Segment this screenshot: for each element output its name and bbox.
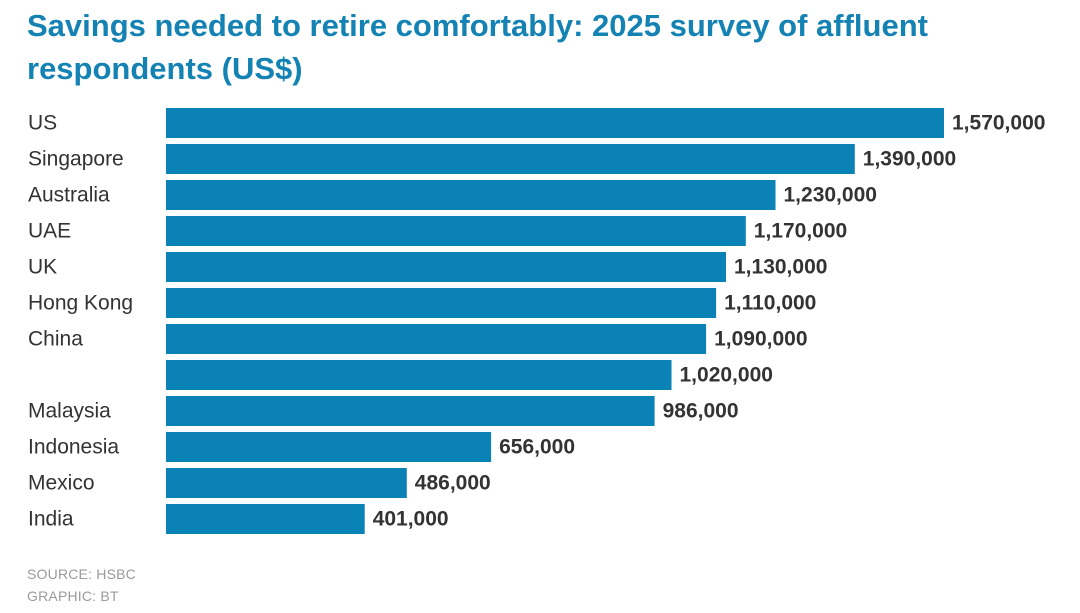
value-label: 1,570,000 [952,112,1045,135]
category-label: UK [28,256,57,279]
bar [166,252,726,282]
category-label: Indonesia [28,436,119,459]
bar [166,396,655,426]
value-label: 1,020,000 [680,364,773,387]
category-label: China [28,328,83,351]
value-label: 486,000 [415,472,491,495]
value-label: 1,090,000 [714,328,807,351]
value-label: 401,000 [373,508,449,531]
chart-title: Savings needed to retire comfortably: 20… [27,8,928,86]
graphic-credit: GRAPHIC: BT [27,588,119,604]
bar [166,360,672,390]
value-label: 656,000 [499,436,575,459]
value-label: 1,130,000 [734,256,827,279]
bar [166,324,707,354]
bar [166,216,746,246]
value-label: 1,110,000 [724,292,816,315]
category-label: Hong Kong [28,292,133,315]
source-note: SOURCE: HSBC [27,566,136,582]
value-label: 1,390,000 [863,148,956,171]
category-label: India [28,508,74,531]
bar [166,468,407,498]
bar [166,432,492,462]
category-label: Singapore [28,148,124,171]
category-label: Australia [28,184,110,207]
bar [166,288,717,318]
value-label: 986,000 [663,400,739,423]
bar [166,504,365,534]
bar [166,144,855,174]
category-label: Malaysia [28,400,111,423]
category-label: US [28,112,57,135]
category-label: Mexico [28,472,95,495]
bar [166,108,944,138]
value-label: 1,230,000 [784,184,877,207]
category-label: UAE [28,220,71,243]
value-label: 1,170,000 [754,220,847,243]
bar [166,180,776,210]
